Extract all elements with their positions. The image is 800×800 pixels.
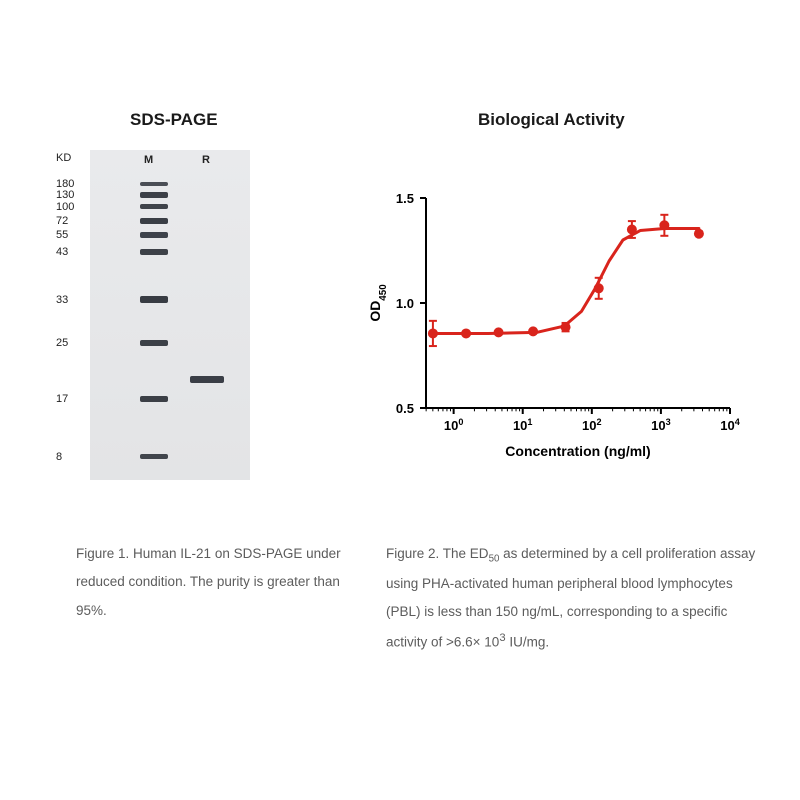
svg-text:100: 100	[444, 417, 464, 433]
lane-m-label: M	[144, 154, 153, 166]
figure-2-caption: Figure 2. The ED50 as determined by a ce…	[386, 540, 766, 657]
marker-band	[140, 182, 168, 186]
marker-band	[140, 454, 168, 459]
activity-chart-svg: 0.5 1.0 1.5 100 101 102 103 104 Concentration (n…	[360, 180, 740, 470]
svg-text:OD450: OD450	[367, 284, 389, 322]
svg-text:0.5: 0.5	[396, 401, 414, 416]
kd-label: 55	[56, 229, 68, 241]
figure-1-caption: Figure 1. Human IL-21 on SDS-PAGE under …	[76, 540, 346, 625]
kd-label: 17	[56, 393, 68, 405]
kd-label: 72	[56, 215, 68, 227]
svg-text:1.5: 1.5	[396, 191, 414, 206]
sds-page-gel: KD M R 1801301007255433325178	[90, 150, 250, 480]
marker-band	[140, 218, 168, 224]
kd-label: 25	[56, 337, 68, 349]
marker-band	[140, 204, 168, 209]
marker-band	[140, 296, 168, 303]
kd-label: 100	[56, 201, 74, 213]
sample-lane: R	[188, 156, 230, 474]
marker-band	[140, 192, 168, 198]
svg-text:102: 102	[582, 417, 602, 433]
biological-activity-title: Biological Activity	[478, 110, 625, 130]
sds-page-title: SDS-PAGE	[130, 110, 218, 130]
kd-label: 130	[56, 189, 74, 201]
svg-text:103: 103	[651, 417, 671, 433]
svg-text:1.0: 1.0	[396, 296, 414, 311]
marker-lane: M	[134, 156, 176, 474]
kd-header: KD	[56, 152, 71, 164]
cap2-t1: Figure 2. The ED	[386, 546, 489, 561]
marker-band	[140, 340, 168, 346]
kd-label: 43	[56, 246, 68, 258]
kd-label: 8	[56, 451, 62, 463]
svg-text:101: 101	[513, 417, 533, 433]
sample-band	[190, 376, 224, 383]
activity-chart: 0.5 1.0 1.5 100 101 102 103 104 Concentration (n…	[360, 180, 740, 470]
marker-band	[140, 396, 168, 402]
svg-text:104: 104	[720, 417, 740, 433]
cap2-sub1: 50	[489, 554, 500, 565]
svg-text:Concentration (ng/ml): Concentration (ng/ml)	[505, 443, 650, 459]
marker-band	[140, 249, 168, 255]
kd-label: 33	[56, 294, 68, 306]
cap2-t3: IU/mg.	[506, 634, 550, 649]
lane-r-label: R	[202, 154, 210, 166]
cap2-t2: as determined by a cell proliferation as…	[386, 546, 755, 649]
marker-band	[140, 232, 168, 238]
